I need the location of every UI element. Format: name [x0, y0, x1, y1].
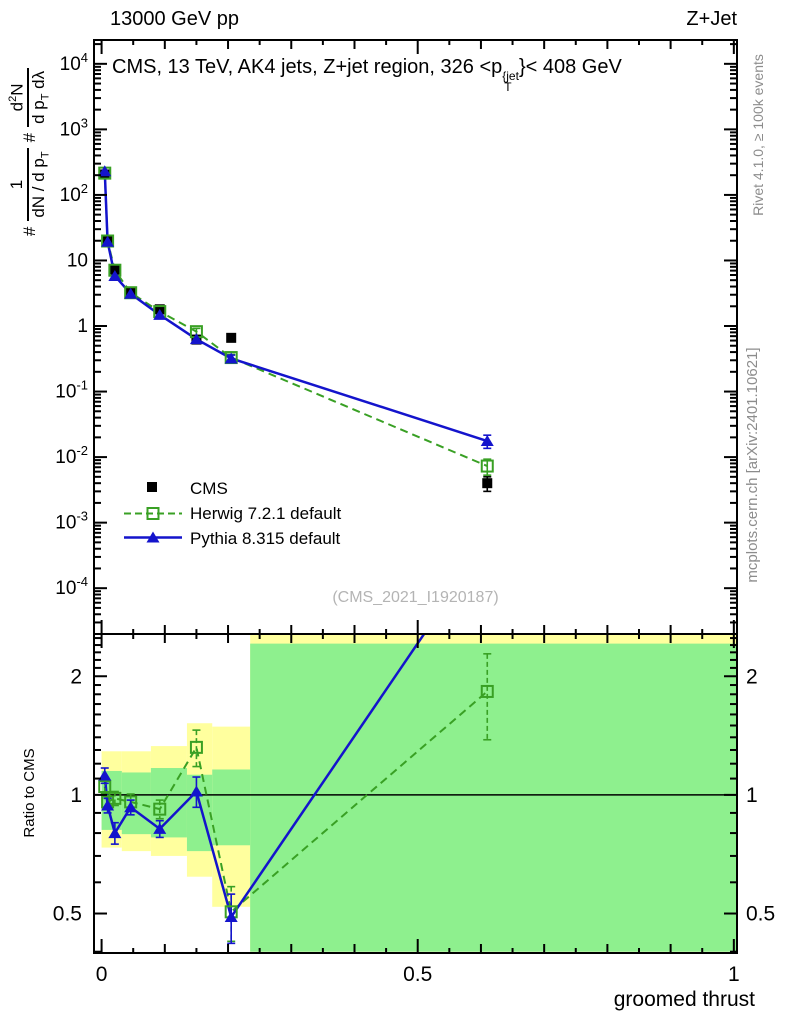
svg-text:0: 0 [96, 963, 108, 986]
svg-text:104: 104 [60, 50, 88, 75]
legend: CMS Herwig 7.2.1 default Pythia 8.315 de… [190, 476, 341, 551]
svg-text:0.5: 0.5 [403, 963, 432, 986]
pt-sup-sub: {jet T [502, 69, 519, 94]
mcplots-reference-note: mcplots.cern.ch [arXiv:2401.10621] [744, 347, 761, 583]
svg-text:10-1: 10-1 [55, 378, 88, 403]
x-axis-title: groomed thrust [613, 988, 755, 1011]
ratio-y-axis-label: Ratio to CMS [21, 748, 38, 838]
svg-text:102: 102 [60, 181, 88, 206]
svg-text:2: 2 [70, 665, 82, 688]
svg-text:10-4: 10-4 [55, 574, 88, 599]
svg-text:1: 1 [746, 784, 758, 807]
legend-label-cms: CMS [190, 479, 228, 498]
svg-text:10: 10 [67, 250, 88, 271]
svg-text:1: 1 [728, 963, 740, 986]
svg-text:2: 2 [746, 665, 758, 688]
beam-energy-label: 13000 GeV pp [110, 8, 239, 30]
process-label: Z+Jet [686, 8, 737, 30]
analysis-id-watermark: (CMS_2021_I1920187) [332, 589, 499, 606]
svg-text:103: 103 [60, 115, 88, 140]
svg-text:1: 1 [77, 316, 88, 337]
main-y-axis-label: # 1 dN / d pT # d2N d pT dλ [0, 15, 62, 285]
svg-text:10-2: 10-2 [55, 443, 88, 468]
fraction-1: 1 dN / d pT [7, 148, 53, 221]
analysis-title: CMS, 13 TeV, AK4 jets, Z+jet region, 326… [112, 56, 622, 94]
svg-text:10-3: 10-3 [55, 509, 88, 534]
svg-text:1: 1 [70, 784, 82, 807]
rivet-version-note: Rivet 4.1.0, ≥ 100k events [750, 54, 766, 216]
legend-label-herwig: Herwig 7.2.1 default [190, 504, 342, 523]
svg-text:0.5: 0.5 [746, 903, 775, 926]
legend-label-pythia: Pythia 8.315 default [190, 529, 341, 548]
fraction-2: d2N d pT dλ [7, 67, 53, 127]
svg-text:0.5: 0.5 [53, 903, 82, 926]
